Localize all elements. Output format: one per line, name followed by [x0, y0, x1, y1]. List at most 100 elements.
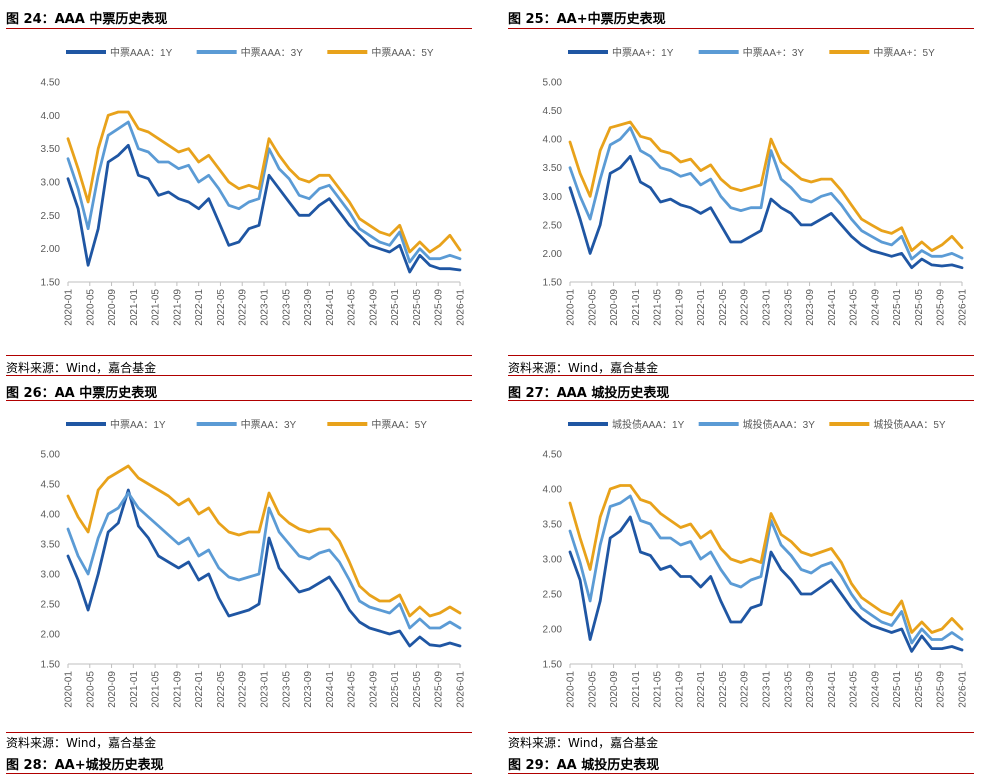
x-tick-label: 2024-09 [870, 289, 881, 326]
x-tick-label: 2026-01 [456, 289, 467, 326]
y-tick-label: 2.50 [543, 590, 563, 601]
y-tick-label: 3.00 [41, 178, 61, 189]
x-tick-label: 2025-05 [412, 671, 423, 708]
y-tick-label: 2.00 [41, 630, 61, 641]
x-tick-label: 2023-05 [281, 289, 292, 326]
x-tick-label: 2020-05 [85, 671, 96, 708]
x-tick-label: 2020-09 [107, 671, 118, 708]
x-tick-label: 2022-01 [696, 671, 707, 708]
source-note: 资料来源：Wind，嘉合基金 [6, 361, 157, 375]
x-tick-label: 2022-09 [238, 289, 249, 326]
bottom-rule [6, 375, 472, 376]
legend-label: 中票AA+：1Y [612, 46, 674, 59]
x-tick-label: 2024-01 [827, 671, 838, 708]
y-tick-label: 4.00 [543, 135, 563, 146]
bottom-rule-left [6, 773, 472, 774]
x-tick-label: 2021-09 [674, 671, 685, 708]
series-line-3 [66, 110, 462, 254]
y-tick-label: 2.00 [41, 244, 61, 255]
source-note: 资料来源：Wind，嘉合基金 [508, 361, 659, 375]
y-tick-label: 2.00 [543, 249, 563, 260]
x-tick-label: 2023-05 [783, 671, 794, 708]
y-tick-label: 4.00 [41, 111, 61, 122]
series-line-1 [568, 154, 964, 270]
legend-label: 中票AA：5Y [371, 418, 427, 431]
line-chart: 中票AAA：1Y 中票AAA：3Y 中票AAA：5Y 4.50 4.00 3.50 3.00… [41, 46, 467, 326]
x-tick-label: 2023-09 [805, 671, 816, 708]
next-figure-title-28: 图 28：AA+城投历史表现 [6, 758, 164, 773]
x-tick-label: 2025-09 [434, 289, 445, 326]
series-line-2 [66, 120, 462, 264]
x-tick-label: 2024-01 [325, 289, 336, 326]
x-tick-label: 2021-01 [631, 289, 642, 326]
x-tick-label: 2025-01 [892, 671, 903, 708]
y-tick-label: 3.00 [41, 570, 61, 581]
legend-label: 中票AAA：1Y [110, 46, 173, 59]
y-tick-label: 2.50 [543, 220, 563, 231]
bottom-rule-right [508, 773, 974, 774]
x-tick-label: 2026-01 [456, 671, 467, 708]
legend-label: 城投债AAA：5Y [873, 418, 946, 431]
x-tick-label: 2020-05 [85, 289, 96, 326]
x-tick-label: 2025-09 [434, 671, 445, 708]
legend-label: 中票AA：3Y [241, 418, 297, 431]
x-tick-label: 2022-05 [718, 289, 729, 326]
x-tick-label: 2023-09 [805, 289, 816, 326]
y-tick-label: 5.00 [543, 78, 563, 89]
x-tick-label: 2025-01 [390, 671, 401, 708]
x-tick-label: 2021-09 [674, 289, 685, 326]
x-tick-label: 2024-01 [325, 671, 336, 708]
x-tick-label: 2024-09 [368, 671, 379, 708]
y-tick-label: 4.50 [543, 106, 563, 117]
x-tick-label: 2020-05 [587, 671, 598, 708]
legend-label: 中票AAA：3Y [241, 46, 304, 59]
x-tick-label: 2025-09 [936, 671, 947, 708]
x-tick-label: 2020-01 [64, 671, 75, 708]
x-tick-label: 2023-01 [260, 289, 271, 326]
x-tick-label: 2025-09 [936, 289, 947, 326]
title-rule [6, 28, 472, 29]
x-tick-label: 2021-05 [653, 671, 664, 708]
bottom-rule [508, 375, 974, 376]
figure-title: 图 26：AA 中票历史表现 [6, 386, 158, 401]
x-tick-label: 2023-01 [260, 671, 271, 708]
x-tick-label: 2022-05 [216, 289, 227, 326]
line-chart: 城投债AAA：1Y 城投债AAA：3Y 城投债AAA：5Y 4.50 4.00 3.50 3… [543, 418, 969, 708]
x-tick-label: 2021-01 [129, 289, 140, 326]
series-line-2 [568, 126, 964, 261]
x-tick-label: 2024-01 [827, 289, 838, 326]
panel-fig27: 图 27：AAA 城投历史表现 城投债AAA：1Y 城投债AAA：3Y 城投债AAA… [508, 380, 978, 776]
source-rule [508, 732, 974, 733]
x-tick-label: 2023-09 [303, 671, 314, 708]
x-tick-label: 2022-01 [194, 671, 205, 708]
series-line-1 [568, 515, 964, 653]
x-tick-label: 2025-01 [390, 289, 401, 326]
title-rule [508, 400, 974, 401]
source-note: 资料来源：Wind，嘉合基金 [6, 736, 157, 750]
x-tick-label: 2022-09 [740, 671, 751, 708]
y-tick-label: 2.50 [41, 211, 61, 222]
y-tick-label: 1.50 [543, 278, 563, 289]
series-line-1 [66, 488, 462, 648]
series-line-1 [66, 143, 462, 274]
x-tick-label: 2020-01 [566, 671, 577, 708]
y-tick-label: 3.00 [543, 192, 563, 203]
x-tick-label: 2021-09 [172, 671, 183, 708]
series-line-3 [568, 120, 964, 253]
x-tick-label: 2021-05 [151, 289, 162, 326]
x-tick-label: 2024-09 [870, 671, 881, 708]
x-tick-label: 2025-05 [914, 289, 925, 326]
panel-fig26: 图 26：AA 中票历史表现 中票AA：1Y 中票AA：3Y 中票AA：5Y 5.00… [6, 380, 476, 776]
title-rule [508, 28, 974, 29]
x-tick-label: 2023-05 [281, 671, 292, 708]
x-tick-label: 2020-01 [64, 289, 75, 326]
y-tick-label: 4.50 [543, 450, 563, 461]
x-tick-label: 2023-01 [762, 671, 773, 708]
x-tick-label: 2023-09 [303, 289, 314, 326]
x-tick-label: 2020-09 [107, 289, 118, 326]
line-chart: 中票AA+：1Y 中票AA+：3Y 中票AA+：5Y 5.00 4.50 4.00 3.50… [543, 46, 969, 326]
source-rule [508, 355, 974, 356]
y-tick-label: 4.50 [41, 480, 61, 491]
y-tick-label: 3.50 [543, 163, 563, 174]
legend-label: 中票AA+：3Y [743, 46, 805, 59]
